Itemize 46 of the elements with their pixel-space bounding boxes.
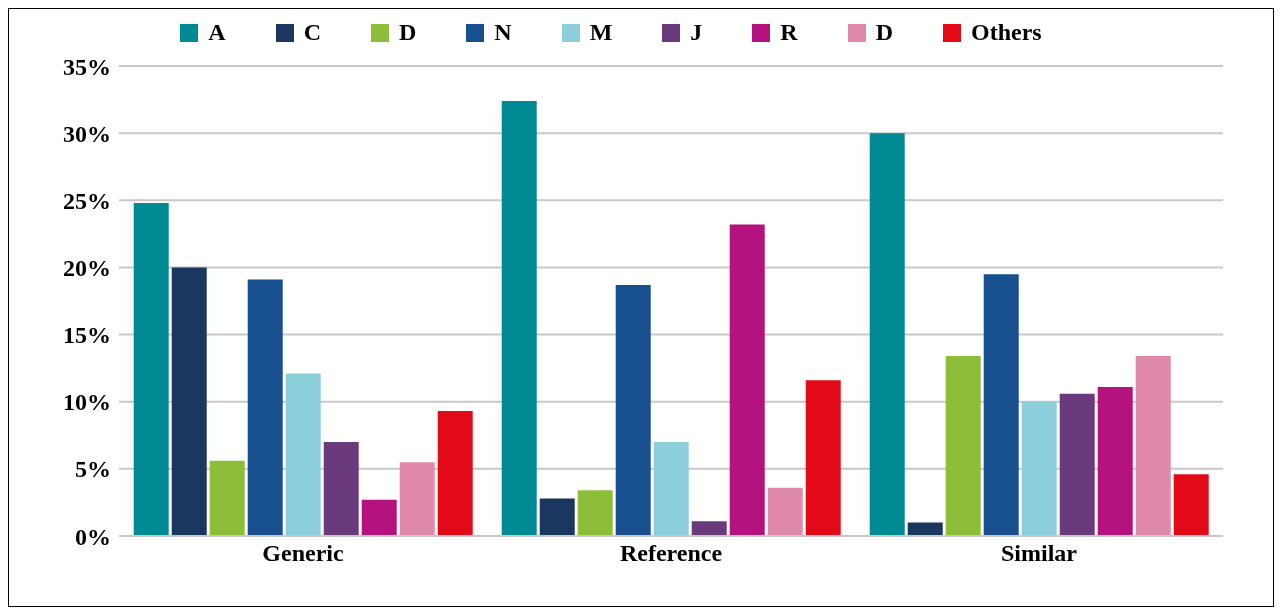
bar xyxy=(209,460,245,536)
legend-label: R xyxy=(780,19,798,46)
y-tick-label: 0% xyxy=(75,523,111,550)
bar xyxy=(247,279,283,536)
bar xyxy=(171,267,207,536)
bar xyxy=(501,100,537,536)
bar xyxy=(323,442,359,536)
bar xyxy=(285,373,321,536)
bar xyxy=(1059,393,1095,536)
bar xyxy=(767,487,803,536)
bar xyxy=(869,133,905,536)
bar xyxy=(805,380,841,536)
bar xyxy=(539,498,575,536)
bar xyxy=(1135,356,1171,536)
bar xyxy=(691,521,727,536)
legend-label: A xyxy=(208,19,226,46)
y-tick-label: 35% xyxy=(63,53,111,80)
y-tick-label: 25% xyxy=(63,187,111,214)
y-tick-label: 15% xyxy=(63,322,111,349)
y-tick-label: 30% xyxy=(63,120,111,147)
bar xyxy=(653,442,689,536)
bar xyxy=(577,490,613,536)
x-tick-label: Reference xyxy=(619,540,723,567)
legend-label: M xyxy=(589,19,613,46)
y-tick-label: 10% xyxy=(63,389,111,416)
bar xyxy=(437,411,473,536)
legend-label: D xyxy=(875,19,894,46)
bar xyxy=(133,202,169,536)
legend-label: C xyxy=(303,19,321,46)
x-tick-label: Generic xyxy=(262,540,344,567)
bar xyxy=(615,284,651,536)
legend-label: D xyxy=(399,19,417,46)
x-tick-label: Similar xyxy=(1001,540,1078,567)
bar xyxy=(945,356,981,536)
bar xyxy=(1021,401,1057,536)
y-tick-label: 20% xyxy=(63,254,111,281)
legend-label: J xyxy=(690,19,703,46)
legend-label: N xyxy=(494,19,512,46)
bar xyxy=(361,499,397,536)
y-tick-label: 5% xyxy=(75,456,111,483)
bar xyxy=(1173,474,1209,536)
bar xyxy=(399,462,435,536)
legend-label: Others xyxy=(971,19,1042,46)
bar xyxy=(983,274,1019,536)
bar xyxy=(1097,386,1133,536)
bar xyxy=(729,224,765,536)
